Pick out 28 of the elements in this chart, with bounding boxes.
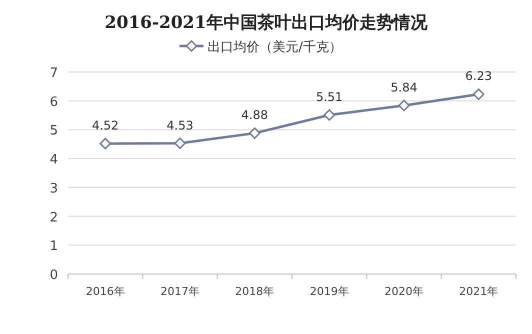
point bbox=[100, 138, 112, 150]
x-tick-label: 2021年 bbox=[459, 285, 498, 298]
y-tick-label: 1 bbox=[50, 239, 58, 254]
data-label: 5.51 bbox=[316, 90, 343, 104]
point bbox=[248, 127, 260, 139]
point bbox=[472, 88, 484, 100]
point bbox=[174, 138, 186, 150]
y-tick-label: 7 bbox=[50, 66, 58, 81]
data-label: 4.52 bbox=[92, 118, 119, 133]
y-tick-label: 5 bbox=[50, 124, 58, 139]
point bbox=[324, 109, 336, 121]
x-tick-label: 2020年 bbox=[384, 285, 424, 298]
x-tick-label: 2017年 bbox=[160, 285, 200, 298]
data-label: 4.53 bbox=[166, 118, 194, 132]
x-tick-label: 2016年 bbox=[86, 285, 125, 298]
data-label: 4.88 bbox=[241, 108, 268, 122]
chart-title: 2016-2021年中国茶叶出口均价走势情况 bbox=[104, 13, 428, 33]
y-tick-label: 6 bbox=[50, 94, 58, 110]
y-tick-label: 4 bbox=[50, 152, 58, 168]
legend-label: 出口均价（美元/千克） bbox=[208, 39, 342, 55]
x-tick-label: 2019年 bbox=[310, 285, 349, 298]
point bbox=[398, 100, 410, 112]
x-tick-label: 2018年 bbox=[235, 285, 274, 298]
y-tick-label: 3 bbox=[50, 181, 58, 196]
y-tick-label: 2 bbox=[50, 210, 58, 226]
data-label: 6.23 bbox=[465, 69, 492, 84]
y-tick-label: 0 bbox=[50, 268, 58, 283]
data-label: 5.84 bbox=[390, 80, 418, 94]
